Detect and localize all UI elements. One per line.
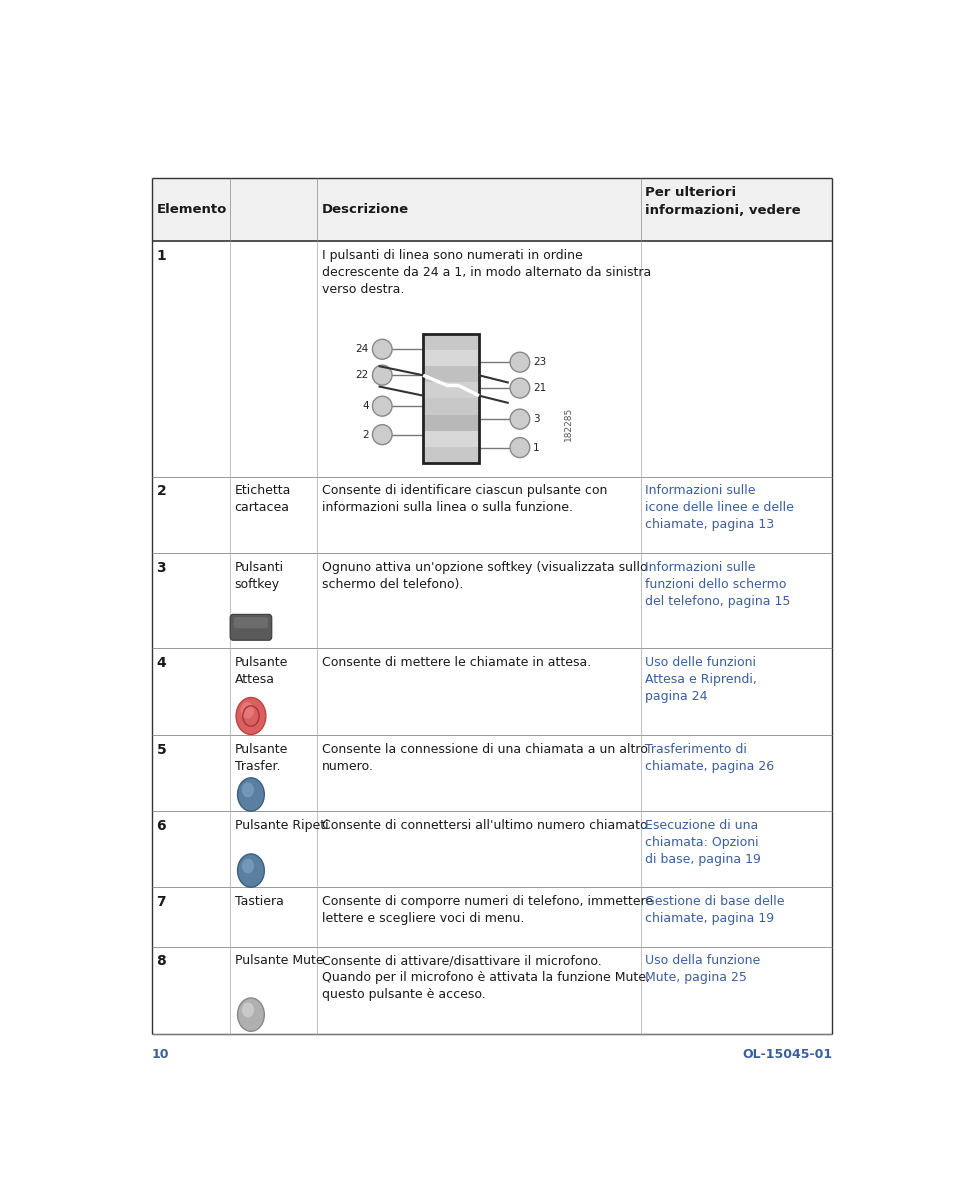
Text: Gestione di base delle
chiamate, pagina 19: Gestione di base delle chiamate, pagina … [645, 895, 784, 925]
Text: Informazioni sulle
icone delle linee e delle
chiamate, pagina 13: Informazioni sulle icone delle linee e d… [645, 484, 794, 531]
Text: 10: 10 [152, 1047, 170, 1060]
Bar [423, 399, 479, 414]
Text: Pulsante Mute: Pulsante Mute [234, 955, 324, 967]
Circle shape [242, 1003, 254, 1017]
Text: Etichetta
cartacea: Etichetta cartacea [234, 484, 291, 514]
Bar [423, 334, 479, 349]
Text: Descrizione: Descrizione [322, 203, 409, 216]
Text: 21: 21 [534, 383, 546, 393]
Ellipse shape [510, 410, 530, 429]
Bar [152, 178, 832, 241]
Circle shape [241, 703, 253, 718]
Text: Uso della funzione
Mute, pagina 25: Uso della funzione Mute, pagina 25 [645, 955, 760, 985]
Text: Consente di identificare ciascun pulsante con
informazioni sulla linea o sulla f: Consente di identificare ciascun pulsant… [322, 484, 607, 514]
Text: Pulsante
Trasfer.: Pulsante Trasfer. [234, 742, 288, 772]
Bar [423, 447, 479, 464]
Circle shape [237, 854, 264, 888]
Text: 1: 1 [156, 249, 166, 263]
Text: Consente di attivare/disattivare il microfono.
Quando per il microfono è attivat: Consente di attivare/disattivare il micr… [322, 955, 650, 1002]
Text: 3: 3 [534, 414, 540, 424]
Text: 4: 4 [362, 401, 369, 411]
Bar [423, 334, 479, 464]
Text: 23: 23 [534, 357, 546, 368]
Ellipse shape [510, 352, 530, 372]
Bar [423, 431, 479, 447]
Text: 7: 7 [156, 895, 166, 909]
Bar [423, 366, 479, 382]
Ellipse shape [510, 437, 530, 458]
Text: 182285: 182285 [564, 407, 573, 442]
Text: Esecuzione di una
chiamata: Opzioni
di base, pagina 19: Esecuzione di una chiamata: Opzioni di b… [645, 819, 761, 866]
FancyBboxPatch shape [230, 615, 272, 640]
Text: Consente di comporre numeri di telefono, immettere
lettere e scegliere voci di m: Consente di comporre numeri di telefono,… [322, 895, 653, 925]
Text: 1: 1 [534, 443, 540, 453]
Circle shape [237, 778, 264, 811]
Text: Informazioni sulle
funzioni dello schermo
del telefono, pagina 15: Informazioni sulle funzioni dello scherm… [645, 561, 791, 608]
Ellipse shape [372, 365, 392, 386]
Text: 24: 24 [355, 345, 369, 354]
Text: Consente la connessione di una chiamata a un altro
numero.: Consente la connessione di una chiamata … [322, 742, 647, 772]
Text: Tastiera: Tastiera [234, 895, 283, 908]
Text: Pulsante Ripeti: Pulsante Ripeti [234, 819, 328, 831]
Text: 8: 8 [156, 955, 166, 968]
Text: OL-15045-01: OL-15045-01 [742, 1047, 832, 1060]
Circle shape [242, 859, 254, 873]
Ellipse shape [372, 425, 392, 444]
Text: Consente di mettere le chiamate in attesa.: Consente di mettere le chiamate in attes… [322, 656, 590, 669]
Text: I pulsanti di linea sono numerati in ordine
decrescente da 24 a 1, in modo alter: I pulsanti di linea sono numerati in ord… [322, 249, 651, 295]
Text: Uso delle funzioni
Attesa e Riprendi,
pagina 24: Uso delle funzioni Attesa e Riprendi, pa… [645, 656, 757, 703]
Bar [423, 349, 479, 366]
Text: 5: 5 [156, 742, 166, 757]
FancyBboxPatch shape [234, 617, 268, 628]
Bar [423, 382, 479, 399]
Text: 22: 22 [355, 370, 369, 380]
Text: 4: 4 [156, 656, 166, 670]
Ellipse shape [372, 339, 392, 359]
Text: Ognuno attiva un'opzione softkey (visualizzata sullo
schermo del telefono).: Ognuno attiva un'opzione softkey (visual… [322, 561, 647, 591]
Text: Pulsante
Attesa: Pulsante Attesa [234, 656, 288, 686]
Text: Trasferimento di
chiamate, pagina 26: Trasferimento di chiamate, pagina 26 [645, 742, 775, 772]
Bar [423, 414, 479, 431]
Ellipse shape [372, 396, 392, 417]
Text: 6: 6 [156, 819, 166, 832]
Ellipse shape [510, 378, 530, 398]
Text: Per ulteriori
informazioni, vedere: Per ulteriori informazioni, vedere [645, 186, 801, 216]
Circle shape [237, 998, 264, 1032]
Text: 2: 2 [362, 430, 369, 440]
Text: 3: 3 [156, 561, 166, 574]
Text: Elemento: Elemento [156, 203, 227, 216]
Text: Pulsanti
softkey: Pulsanti softkey [234, 561, 284, 591]
Circle shape [242, 782, 254, 797]
Text: 2: 2 [156, 484, 166, 498]
Text: Consente di connettersi all'ultimo numero chiamato.: Consente di connettersi all'ultimo numer… [322, 819, 651, 831]
Circle shape [236, 698, 266, 735]
